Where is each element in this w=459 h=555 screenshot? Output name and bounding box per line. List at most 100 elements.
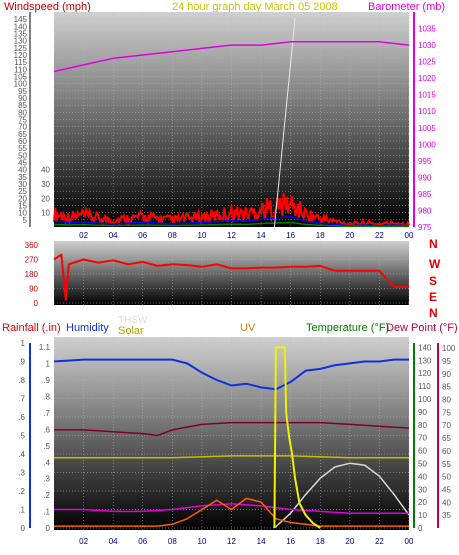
- y-tick-label: 15: [18, 202, 27, 211]
- y-tick-label: 80: [418, 421, 427, 430]
- y-tick-label: 40: [41, 166, 50, 175]
- y-tick-label: .2: [43, 491, 50, 500]
- y-tick-label: 70: [18, 123, 27, 132]
- x-tick-label: 16: [286, 537, 295, 546]
- humidity-label: Humidity: [66, 322, 109, 334]
- y-tick-label: 45: [18, 159, 27, 168]
- y-tick-label: .5: [43, 442, 50, 451]
- direction-degrees-axis: 0 90 180 270 360: [25, 241, 39, 308]
- y-tick-label: 90: [29, 285, 38, 294]
- solar-label: Solar: [118, 325, 144, 337]
- y-tick-label: 65: [442, 434, 451, 443]
- uv-line: [273, 346, 321, 529]
- x-tick-label: 10: [197, 537, 206, 546]
- barometer-title: Barometer (mb): [368, 1, 445, 13]
- y-tick-label: 60: [18, 137, 27, 146]
- windspeed-y-axis: 5101520253035404550556065707580859095100…: [14, 12, 31, 227]
- uv-label: UV: [240, 322, 256, 334]
- y-tick-label: 35: [442, 511, 451, 520]
- x-tick-label: 20: [345, 231, 354, 240]
- y-tick-label: 70: [418, 434, 427, 443]
- x-tick-label: 12: [227, 537, 236, 546]
- y-tick-label: 100: [14, 80, 28, 89]
- y-tick-label: 100: [418, 395, 432, 404]
- y-tick-label: 40: [442, 498, 451, 507]
- humidity-inner-y-axis: 0 .1 .2 .3 .4 .5 .6 .7 .8 .9 1 1.1: [39, 343, 51, 533]
- y-tick-label: 130: [14, 37, 28, 46]
- x-tick-label: 10: [197, 231, 206, 240]
- rainfall-label: Rainfall (.in): [2, 322, 61, 334]
- y-tick-label: 985: [418, 190, 432, 199]
- x-tick-label: 22: [375, 537, 384, 546]
- x-tick-label: 02: [79, 231, 88, 240]
- x-tick-label: 14: [257, 537, 266, 546]
- y-tick-label: 20: [418, 498, 427, 507]
- y-tick-label: .1: [18, 506, 25, 515]
- y-tick-label: .3: [18, 469, 25, 478]
- y-tick-label: .6: [43, 425, 50, 434]
- y-tick-label: 1000: [418, 140, 436, 149]
- y-tick-label: 1005: [418, 124, 436, 133]
- windspeed-inner-y-axis: 10 20 30 40: [41, 166, 50, 218]
- y-tick-label: 130: [418, 356, 432, 365]
- graph-date-title: 24 hour graph day March 05 2008: [172, 1, 338, 13]
- dewpoint-line: [54, 503, 409, 514]
- y-tick-label: 120: [418, 369, 432, 378]
- y-tick-label: 30: [18, 180, 27, 189]
- y-tick-label: 90: [18, 94, 27, 103]
- dewpoint-y-axis: 35 40 45 50 55 60 65 70 75 80 85 90 95 100: [437, 343, 456, 528]
- y-tick-label: 990: [418, 173, 432, 182]
- y-tick-label: 90: [418, 408, 427, 417]
- y-tick-label: 75: [442, 408, 451, 417]
- y-tick-label: 0: [34, 299, 39, 308]
- rainfall-line: [54, 497, 409, 527]
- y-tick-label: 1010: [418, 107, 436, 116]
- y-tick-label: 1.1: [39, 343, 51, 352]
- y-tick-label: 30: [41, 180, 50, 189]
- y-tick-label: .4: [43, 458, 50, 467]
- y-tick-label: 1035: [418, 25, 436, 34]
- climate-series: [53, 346, 410, 529]
- rainfall-y-axis: 0 .1 .2 .3 .4 .5 .6 .7 .8 .9 1: [18, 339, 31, 533]
- y-tick-label: 110: [14, 65, 27, 74]
- y-tick-label: 140: [14, 22, 28, 31]
- x-tick-label: 12: [227, 231, 236, 240]
- barometer-line: [53, 41, 410, 73]
- thsw-line: [273, 462, 410, 529]
- x-tick-label: 04: [109, 231, 118, 240]
- y-tick-label: 0: [21, 524, 26, 533]
- windspeed-title: Windspeed (mph): [4, 1, 91, 13]
- y-tick-label: 105: [14, 73, 28, 82]
- y-tick-label: 75: [18, 116, 27, 125]
- y-tick-label: 60: [418, 447, 427, 456]
- y-tick-label: .9: [43, 376, 50, 385]
- y-tick-label: 1: [46, 360, 51, 369]
- y-tick-label: 135: [14, 30, 28, 39]
- y-tick-label: 0: [418, 524, 423, 533]
- y-tick-label: 30: [418, 485, 427, 494]
- y-tick-label: .1: [43, 508, 50, 517]
- y-tick-label: .2: [18, 487, 25, 496]
- y-tick-label: 70: [442, 421, 451, 430]
- solar-line: [54, 455, 409, 459]
- y-tick-label: 25: [18, 187, 27, 196]
- x-tick-label: 04: [109, 537, 118, 546]
- y-tick-label: 5: [23, 216, 28, 225]
- direction-series: [53, 253, 409, 301]
- y-tick-label: 10: [418, 511, 427, 520]
- y-tick-label: 20: [18, 194, 27, 203]
- y-tick-label: .8: [18, 376, 25, 385]
- y-tick-label: 55: [18, 144, 27, 153]
- y-tick-label: 95: [18, 87, 27, 96]
- y-tick-label: 85: [442, 383, 451, 392]
- y-tick-label: .7: [18, 395, 25, 404]
- wind-baro-series: [53, 17, 410, 228]
- y-tick-label: 1030: [418, 41, 436, 50]
- y-tick-label: 35: [18, 173, 27, 182]
- wind-baro-grid: [54, 12, 410, 227]
- x-tick-label: 22: [375, 231, 384, 240]
- y-tick-label: 110: [418, 382, 431, 391]
- y-tick-label: 40: [18, 166, 27, 175]
- y-tick-label: 140: [418, 343, 432, 352]
